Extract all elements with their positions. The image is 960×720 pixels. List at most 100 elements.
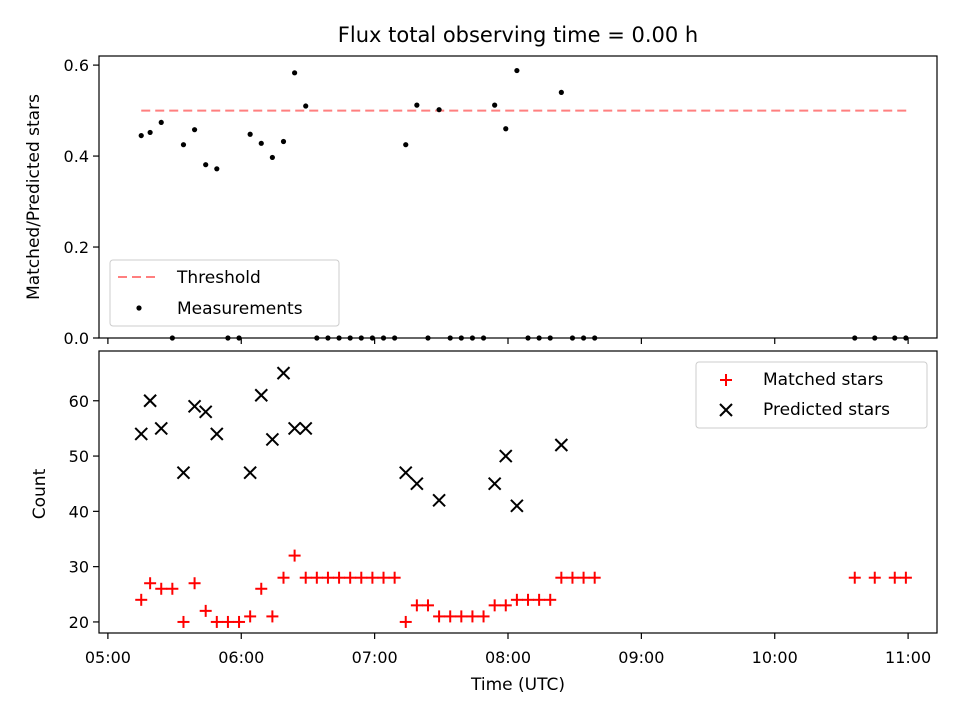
legend-predicted-label: Predicted stars [763, 400, 890, 420]
predicted-star-point [399, 465, 413, 480]
matched-star-point [544, 593, 557, 606]
measurement-point [147, 129, 153, 136]
measurement-point [392, 335, 398, 341]
measurement-point [514, 67, 520, 74]
matched-star-point [155, 582, 168, 595]
matched-star-point [388, 571, 401, 584]
top-axes: 0.0 0.2 0.4 0.6 Matched/Predicted stars Thr… [24, 55, 938, 348]
measurement-point [469, 335, 476, 341]
measurement-point [503, 126, 509, 132]
matched-star-point [899, 571, 912, 584]
matched-star-point [410, 599, 423, 612]
bottom-x-ticks: 05:00 06:00 07:00 08:00 09:00 10:00 11:00 [85, 633, 931, 667]
matched-star-point [868, 571, 881, 584]
measurement-point [458, 335, 464, 341]
measurement-point [414, 102, 420, 108]
matched-stars-points [135, 549, 912, 628]
matched-star-point [477, 610, 490, 623]
top-axes-frame [98, 55, 938, 339]
x-tick-label: 10:00 [752, 648, 798, 667]
x-axis-label: Time (UTC) [470, 675, 565, 695]
measurement-point [872, 335, 878, 341]
matched-star-point [399, 615, 412, 628]
measurement-point [480, 335, 487, 341]
measurement-point [447, 335, 453, 341]
matched-star-point [233, 615, 246, 628]
measurement-point [203, 162, 209, 168]
top-legend-box [109, 259, 340, 327]
measurement-point [569, 335, 576, 341]
bottom-y-ticks: 20 30 40 50 60 [69, 392, 99, 632]
bottom-y-tick-label: 50 [69, 447, 89, 466]
matched-star-point [135, 593, 148, 606]
measurement-point [892, 335, 898, 341]
bottom-axes: 20 30 40 50 60 05:00 06:00 07:00 08:00 09:00 10:0… [30, 350, 938, 695]
measurement-point [425, 335, 431, 341]
legend-predicted-swatch [719, 403, 733, 417]
matched-star-point [510, 593, 523, 606]
matched-star-point [299, 571, 312, 584]
top-y-ticks: 0.0 0.2 0.4 0.6 [64, 56, 99, 348]
predicted-star-point [499, 449, 513, 463]
measurement-point [169, 335, 175, 341]
measurement-point [592, 335, 598, 341]
matched-star-point [533, 593, 546, 606]
measurement-point [303, 103, 309, 109]
bottom-y-tick-label: 60 [69, 392, 89, 411]
legend-measurements-label: Measurements [177, 299, 303, 319]
measurement-point [158, 119, 164, 126]
matched-star-point [555, 571, 568, 584]
top-y-tick-label: 0.4 [64, 147, 89, 166]
matched-star-point [455, 610, 468, 623]
matched-star-point [433, 610, 446, 623]
predicted-stars-points [134, 366, 569, 513]
matched-star-point [244, 610, 257, 623]
bottom-legend-box [695, 361, 928, 429]
predicted-star-point [154, 421, 168, 436]
measurement-point [269, 154, 275, 161]
measurement-point [403, 142, 409, 148]
predicted-star-point [276, 366, 291, 380]
matched-star-point [366, 571, 379, 584]
matched-star-point [566, 571, 579, 584]
matched-star-point [177, 615, 190, 628]
top-y-axis-label: Matched/Predicted stars [24, 94, 44, 300]
matched-star-point [888, 571, 901, 584]
measurement-point [247, 131, 253, 137]
bottom-y-tick-label: 20 [69, 613, 89, 632]
measurement-point [314, 335, 320, 341]
measurement-point [436, 107, 442, 113]
matched-star-point [848, 571, 861, 584]
measurement-point [547, 335, 553, 341]
matched-star-point [466, 610, 479, 623]
matched-star-point [444, 610, 457, 623]
measurement-point [225, 335, 231, 341]
matched-star-point [221, 615, 234, 628]
bottom-legend: Matched stars Predicted stars [695, 361, 928, 429]
legend-measurements-swatch [136, 305, 142, 311]
top-y-tick-label: 0.2 [64, 238, 89, 257]
measurement-point [492, 102, 498, 108]
measurement-point [325, 335, 331, 341]
legend-matched-swatch [720, 374, 732, 386]
matched-star-point [588, 571, 601, 584]
matched-star-point [577, 571, 590, 584]
measurement-point [369, 335, 376, 341]
matched-star-point [499, 599, 512, 612]
matched-star-point [310, 571, 323, 584]
predicted-star-point [510, 499, 524, 513]
x-tick-label: 06:00 [218, 648, 264, 667]
x-tick-label: 05:00 [85, 648, 131, 667]
measurement-point [347, 335, 353, 341]
predicted-star-point [187, 399, 202, 414]
predicted-star-point [432, 493, 446, 508]
matched-star-point [355, 571, 368, 584]
predicted-star-point [210, 427, 224, 441]
measurement-point [180, 142, 187, 148]
top-chart-title: Flux total observing time = 0.00 h [338, 23, 698, 47]
matched-star-point [144, 577, 157, 590]
measurement-point [558, 89, 564, 95]
predicted-star-point [299, 421, 313, 436]
predicted-star-point [176, 465, 191, 480]
